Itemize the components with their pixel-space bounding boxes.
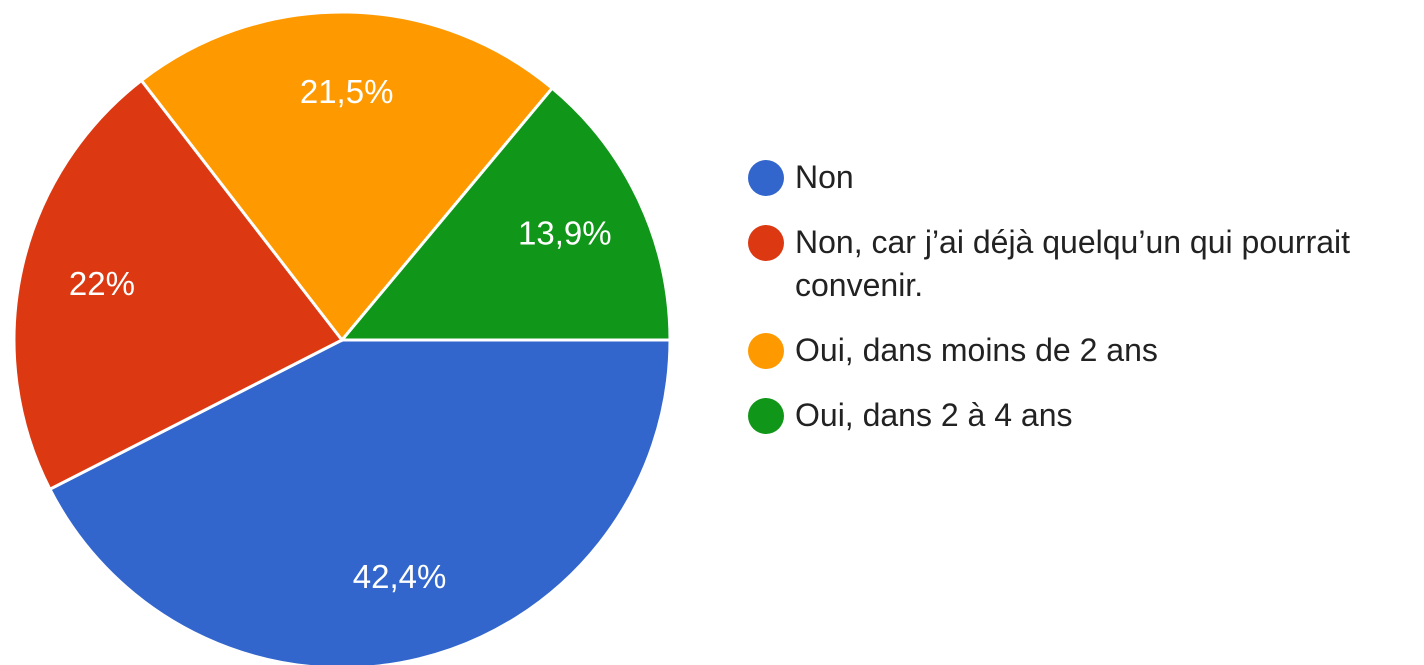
legend-item: Oui, dans moins de 2 ans [748,329,1424,372]
legend-item: Non [748,156,1424,199]
legend: Non Non, car j’ai déjà quelqu’un qui pour… [748,156,1424,459]
data-label: 21,5% [300,73,394,110]
pie-slice [12,78,345,492]
data-label: 42,4% [353,558,447,595]
legend-item: Oui, dans 2 à 4 ans [748,394,1424,437]
legend-label: Oui, dans 2 à 4 ans [795,397,1073,433]
legend-label: Oui, dans moins de 2 ans [795,332,1158,368]
legend-swatch [748,160,784,196]
pie-slice [338,86,672,342]
data-label: 13,9% [518,214,612,251]
legend-swatch [748,333,784,369]
legend-swatch [748,225,784,261]
pie-chart: 42,4% 22% 21,5% 13,9% [12,10,672,665]
legend-swatch [748,398,784,434]
legend-item: Non, car j’ai déjà quelqu’un qui pourrai… [748,221,1424,307]
legend-label: Non, car j’ai déjà quelqu’un qui pourrai… [795,224,1351,303]
pie-slice [139,10,555,343]
legend-label: Non [795,159,854,195]
pie-slice [47,338,672,665]
data-label: 22% [69,265,135,302]
